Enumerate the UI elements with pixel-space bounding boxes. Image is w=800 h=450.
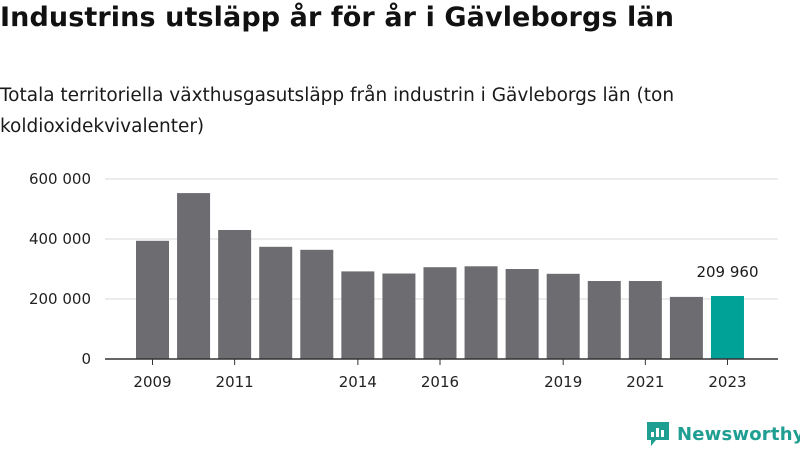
bar-2018 [505,269,539,359]
bar-2014 [341,271,375,359]
x-tick-label: 2021 [626,373,664,391]
chart-subtitle: Totala territoriella växthusgasutsläpp f… [0,85,675,137]
chart-title: Industrins utsläpp år för år i Gävleborg… [0,2,675,33]
bar-2019 [546,273,580,359]
bar-2012 [259,246,293,359]
bar-2017 [464,266,498,359]
value-label: 209 960 [696,263,758,281]
y-tick-label: 200 000 [29,290,91,308]
bar-2010 [177,193,211,359]
y-tick-label: 0 [81,350,91,368]
bars [136,193,744,359]
x-axis-ticks: 2009 2011 2014 2016 2019 2021 2023 [105,358,778,391]
bar-2023 [710,296,744,359]
bar-2020 [587,281,621,359]
annotations: 209 960 [696,263,758,281]
bar-2011 [218,230,252,359]
x-tick-label: 2009 [133,373,171,391]
x-tick-label: 2011 [216,373,254,391]
x-tick-label: 2014 [339,373,377,391]
y-axis-ticks: 0 200 000 400 000 600 000 [29,170,91,368]
bar-2021 [628,281,662,359]
bar-2016 [423,267,457,359]
y-tick-label: 400 000 [29,230,91,248]
bar-2015 [382,273,416,359]
bar-2022 [669,296,703,359]
x-tick-label: 2016 [421,373,459,391]
y-tick-label: 600 000 [29,170,91,188]
newsworthy-logo-icon [647,422,669,446]
x-tick-label: 2023 [708,373,746,391]
brand-name: Newsworthy [677,423,800,445]
bar-2009 [136,240,169,359]
bar-2013 [300,249,334,359]
x-tick-label: 2019 [544,373,582,391]
newsworthy-logo: Newsworthy [645,420,800,448]
